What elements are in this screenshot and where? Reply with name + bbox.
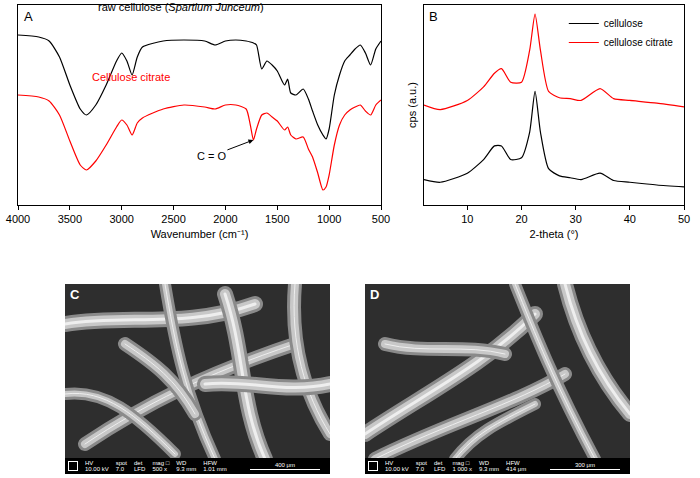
svg-text:20: 20 bbox=[515, 213, 527, 225]
svg-text:40: 40 bbox=[624, 213, 636, 225]
svg-text:2500: 2500 bbox=[161, 213, 185, 225]
svg-text:500: 500 bbox=[372, 213, 390, 225]
html-text:WD: WD bbox=[176, 459, 187, 466]
svg-text:3500: 3500 bbox=[58, 213, 82, 225]
svg-text:Cellulose citrate: Cellulose citrate bbox=[92, 71, 170, 83]
html-text:300 μm: 300 μm bbox=[574, 461, 596, 468]
html-text:414 μm: 414 μm bbox=[506, 466, 527, 472]
html-text:LFD: LFD bbox=[134, 466, 146, 472]
svg-text:4000: 4000 bbox=[6, 213, 30, 225]
svg-text:C = O: C = O bbox=[197, 150, 226, 162]
html-text:WD: WD bbox=[479, 459, 490, 466]
svg-text:2000: 2000 bbox=[213, 213, 237, 225]
html-text:1.01 mm: 1.01 mm bbox=[203, 466, 227, 472]
svg-text:30: 30 bbox=[570, 213, 582, 225]
html-text:spot: spot bbox=[415, 459, 427, 466]
svg-text:raw cellulose (Spartium Junceu: raw cellulose (Spartium Junceum) bbox=[98, 1, 264, 13]
svg-text:A: A bbox=[24, 9, 33, 24]
svg-text:cellulose citrate: cellulose citrate bbox=[604, 37, 673, 48]
svg-text:1500: 1500 bbox=[265, 213, 289, 225]
svg-text:1000: 1000 bbox=[317, 213, 341, 225]
svg-text:2-theta (°): 2-theta (°) bbox=[529, 228, 578, 240]
html-text:det: det bbox=[134, 459, 143, 466]
html-text:7.0: 7.0 bbox=[415, 466, 424, 472]
html-text:HV: HV bbox=[85, 459, 94, 466]
html-text:HV: HV bbox=[385, 459, 394, 466]
svg-text:3000: 3000 bbox=[109, 213, 133, 225]
html-text:HFW: HFW bbox=[506, 459, 520, 466]
html-text:10.00 kV: 10.00 kV bbox=[85, 466, 109, 472]
html-text:D: D bbox=[370, 287, 380, 302]
svg-text:cps (a.u.): cps (a.u.) bbox=[406, 82, 418, 128]
html-text:1 000 x: 1 000 x bbox=[452, 466, 473, 472]
html-text:mag □: mag □ bbox=[152, 459, 170, 466]
html-text:400 μm: 400 μm bbox=[274, 461, 296, 468]
svg-text:50: 50 bbox=[678, 213, 690, 225]
html-text:HFW: HFW bbox=[203, 459, 217, 466]
svg-text:10: 10 bbox=[461, 213, 473, 225]
svg-text:cellulose: cellulose bbox=[604, 18, 643, 29]
html-text:10.00 kV: 10.00 kV bbox=[385, 466, 409, 472]
html-text:det: det bbox=[434, 459, 443, 466]
html-text:500 x: 500 x bbox=[152, 466, 168, 472]
html-text:7.0: 7.0 bbox=[115, 466, 124, 472]
html-text:9.3 mm: 9.3 mm bbox=[479, 466, 500, 472]
html-text:C: C bbox=[70, 287, 80, 302]
html-text:spot: spot bbox=[115, 459, 127, 466]
html-text:9.3 mm: 9.3 mm bbox=[176, 466, 197, 472]
svg-text:Wavenumber (cm⁻¹): Wavenumber (cm⁻¹) bbox=[151, 228, 249, 240]
html-text:LFD: LFD bbox=[434, 466, 446, 472]
svg-text:B: B bbox=[429, 9, 438, 24]
html-text:mag □: mag □ bbox=[452, 459, 470, 466]
